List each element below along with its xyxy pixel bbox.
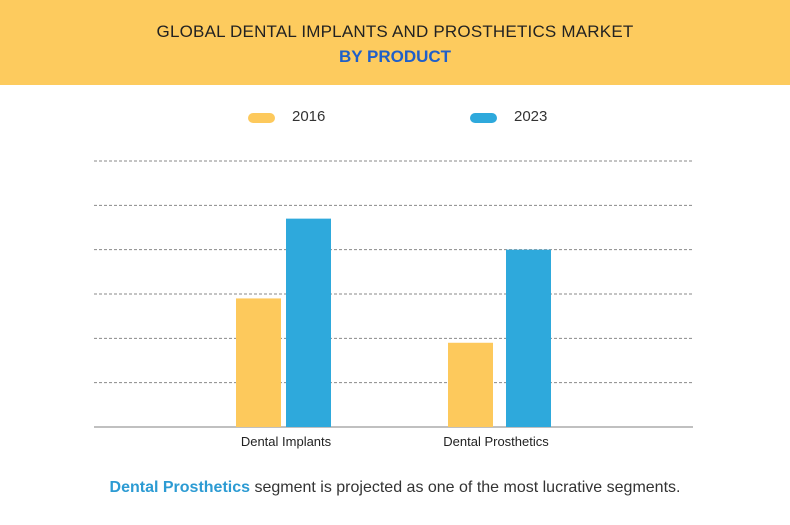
legend-label-2023: 2023 — [514, 108, 548, 125]
bar-chart: Dental Implants Dental Prosthetics — [94, 160, 693, 449]
footer-text: segment is projected as one of the most … — [250, 479, 681, 496]
footer-highlight: Dental Prosthetics — [109, 479, 251, 496]
bar-2023-dental-implants — [286, 218, 331, 427]
chart-title: GLOBAL DENTAL IMPLANTS AND PROSTHETICS M… — [156, 22, 634, 41]
chart-subtitle: BY PRODUCT — [338, 47, 452, 66]
x-tick-label: Dental Implants — [241, 434, 332, 449]
legend-swatch-2023 — [470, 113, 497, 123]
bar-2023-dental-prosthetics — [506, 249, 551, 427]
legend-label-2016: 2016 — [292, 108, 326, 125]
legend-swatch-2016 — [248, 113, 275, 123]
bar-2016-dental-implants — [236, 298, 281, 427]
header-banner — [0, 0, 790, 85]
footer-caption: Dental Prosthetics segment is projected … — [0, 479, 790, 497]
x-tick-label: Dental Prosthetics — [443, 434, 549, 449]
bar-2016-dental-prosthetics — [448, 342, 493, 427]
